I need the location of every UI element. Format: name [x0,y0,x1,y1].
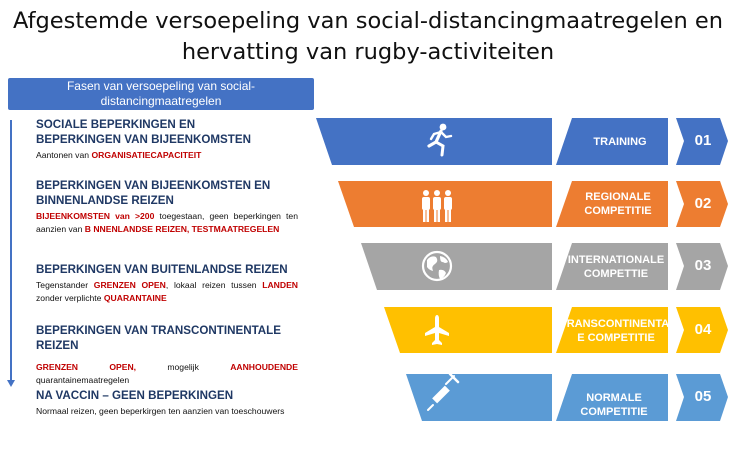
label-chevron-5 [556,374,668,421]
phase-3-text-b: , lokaal reizen tussen [165,280,263,290]
number-chevron-5 [676,374,728,421]
phase-1-heading-line-2: BEPERKINGEN VAN BIJEENKOMSTEN [36,133,251,146]
syringe-icon [427,372,460,411]
label-chevron-2 [556,181,668,227]
label-chevron-4 [556,307,668,353]
number-chevron-3 [676,243,728,290]
people-group-icon [422,190,452,222]
phase-4-heading: BEPERKINGEN VAN TRANSCONTINENTALE REIZEN [36,323,298,353]
competition-number-4: 04 [694,321,712,338]
competition-number-3: 03 [694,257,712,274]
title-line-1: Afgestemde versoepeling van social-dista… [12,8,723,34]
number-chevron-1 [676,118,728,165]
funnel-segment-3 [361,243,552,290]
competition-label-1: TRAINING [576,135,664,149]
competition-label-2: REGIONALE COMPETITIE [566,190,670,218]
competition-label-4-line-1: TRANSCONTINENTAL [560,318,676,330]
phase-5: NA VACCIN – GEEN BEPERKINGEN Normaal rei… [36,388,298,418]
phase-4-text-a: mogelijk [136,362,231,372]
phase-2-heading-line-2: BINNENLANDSE REIZEN [36,194,174,207]
phase-2-text: BIJEENKOMSTEN van >200 toegestaan, geen … [36,210,298,236]
label-chevron-3 [556,243,668,290]
phase-2-text-red-b: B NNENLANDSE REIZEN, TESTMAATREGELEN [84,224,280,234]
phase-3-text-a: Tegenstander [36,280,94,290]
competition-label-2-line-1: REGIONALE [585,191,651,203]
phase-1-heading: SOCIALE BEPERKINGEN EN BEPERKINGEN VAN B… [36,117,298,147]
page-title: Afgestemde versoepeling van social-dista… [0,6,736,68]
funnel-segment-5 [406,374,552,421]
globe-icon [421,250,453,282]
phase-1: SOCIALE BEPERKINGEN EN BEPERKINGEN VAN B… [36,117,298,162]
phase-5-text: Normaal reizen, geen beperkirgen ten aan… [36,405,298,418]
phase-3-text-c: zonder verplichte [36,293,104,303]
phase-4-text-red-b: AANHOUDENDE [230,362,298,372]
phase-1-heading-line-1: SOCIALE BEPERKINGEN EN [36,118,196,131]
phase-2: BEPERKINGEN VAN BIJEENKOMSTEN EN BINNENL… [36,178,298,236]
competition-number-5: 05 [694,388,712,405]
timeline-line [10,120,12,382]
phase-5-heading-line-1: NA VACCIN – GEEN BEPERKINGEN [36,389,234,402]
phase-4-text: GRENZEN OPEN, mogelijk AANHOUDENDE quara… [36,361,298,387]
competition-label-5-line-1: NORMALE COMPETITIE [580,392,648,418]
competition-label-4: TRANSCONTINENTAL E COMPETITIE [560,317,676,345]
phase-1-text-red-a: ORGANISATIECAPACITEIT [91,150,202,160]
competition-label-1-line-1: TRAINING [593,136,647,148]
phase-4-text-red-a: GRENZEN OPEN, [36,362,137,372]
phase-2-text-a: toegestaan, geen beperkingen ten aanzien… [36,211,298,234]
label-chevron-1 [556,118,668,165]
competition-number-1: 01 [694,132,712,149]
phase-2-text-red-a: BIJEENKOMSTEN van >200 [36,211,155,221]
competition-label-3-line-1: INTERNATIONALE [567,254,665,266]
phase-4-heading-line-1: BEPERKINGEN VAN TRANSCONTINENTALE REIZEN [36,324,281,352]
phases-header-line-2: distancingmaatregelen [100,94,222,108]
phase-3: BEPERKINGEN VAN BUITENLANDSE REIZEN Tege… [36,262,298,305]
phase-3-text-red-c: QUARANTAINE [103,293,167,303]
timeline-arrowhead [7,380,15,387]
title-line-2: hervatting van rugby-activiteiten [181,39,555,65]
phases-header-line-1: Fasen van versoepeling van social- [66,79,256,93]
competition-number-2: 02 [694,195,712,212]
funnel-segment-4 [384,307,552,353]
competition-label-5: NORMALE COMPETITIE [556,391,672,419]
phase-1-text: Aantonen van ORGANISATIECAPACITEIT [36,149,298,162]
phase-4-text-b: quarantainemaatregelen [36,375,130,385]
phase-5-heading: NA VACCIN – GEEN BEPERKINGEN [36,388,298,403]
runner-icon [427,123,453,157]
number-chevron-2 [676,181,728,227]
phases-header: Fasen van versoepeling van social- dista… [8,78,314,110]
competition-label-2-line-2: COMPETITIE [584,205,652,217]
phase-3-heading-line-1: BEPERKINGEN VAN BUITENLANDSE REIZEN [36,263,288,276]
phase-3-heading: BEPERKINGEN VAN BUITENLANDSE REIZEN [36,262,298,277]
phase-2-heading: BEPERKINGEN VAN BIJEENKOMSTEN EN BINNENL… [36,178,298,208]
phase-4: BEPERKINGEN VAN TRANSCONTINENTALE REIZEN… [36,323,298,387]
competition-label-3: INTERNATIONALE COMPETTIE [562,253,670,281]
phase-3-text-red-a: GRENZEN OPEN [93,280,166,290]
airplane-icon [425,315,449,345]
number-chevron-4 [676,307,728,353]
phase-1-text-a: Aantonen van [36,150,92,160]
phase-3-text: Tegenstander GRENZEN OPEN, lokaal reizen… [36,279,298,305]
phase-2-heading-line-1: BEPERKINGEN VAN BIJEENKOMSTEN EN [36,179,271,192]
competition-label-4-line-2: E COMPETITIE [577,332,655,344]
competition-label-3-line-2: COMPETTIE [583,268,649,280]
phase-3-text-red-b: LANDEN [262,280,299,290]
phase-5-text-a: Normaal reizen, geen beperkirgen ten aan… [36,406,285,416]
